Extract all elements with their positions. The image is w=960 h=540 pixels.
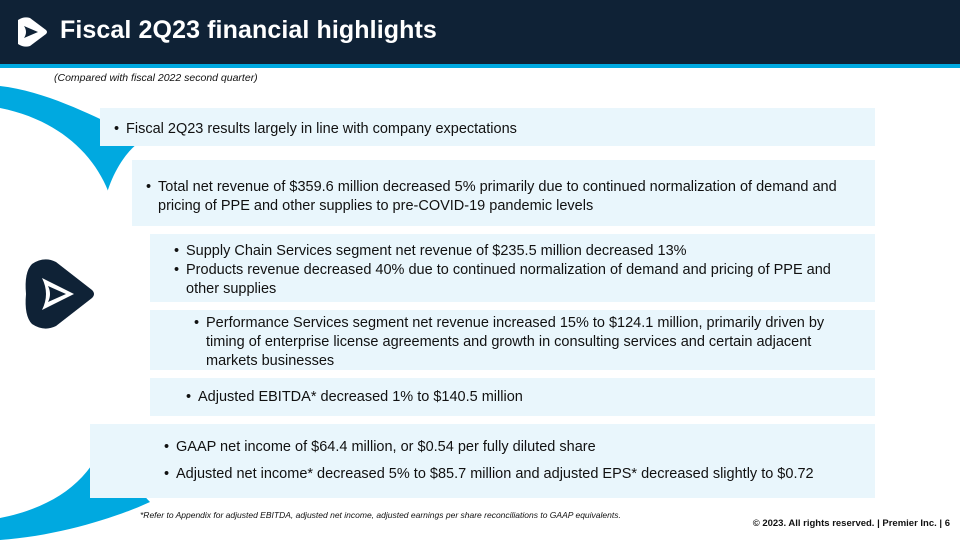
- premier-logo-large-icon: [25, 259, 95, 329]
- header-accent-line: [0, 64, 960, 68]
- highlight-box-6: GAAP net income of $64.4 million, or $0.…: [90, 424, 875, 498]
- page-title: Fiscal 2Q23 financial highlights: [60, 16, 437, 44]
- bullet-item: Products revenue decreased 40% due to co…: [174, 261, 854, 299]
- bullet-item: Fiscal 2Q23 results largely in line with…: [114, 120, 864, 139]
- page-subtitle: (Compared with fiscal 2022 second quarte…: [54, 72, 258, 84]
- bullet-item: Total net revenue of $359.6 million decr…: [146, 178, 858, 216]
- bullet-item: GAAP net income of $64.4 million, or $0.…: [164, 438, 869, 457]
- highlight-box-1: Fiscal 2Q23 results largely in line with…: [100, 108, 875, 146]
- bullet-item: Adjusted net income* decreased 5% to $85…: [164, 465, 869, 484]
- header-bar: Fiscal 2Q23 financial highlights: [0, 0, 960, 64]
- copyright-text: © 2023. All rights reserved. | Premier I…: [752, 518, 950, 529]
- premier-logo-icon: [18, 17, 47, 47]
- highlight-box-2: Total net revenue of $359.6 million decr…: [132, 160, 875, 226]
- highlight-box-4: Performance Services segment net revenue…: [150, 310, 875, 370]
- bullet-item: Supply Chain Services segment net revenu…: [174, 242, 854, 261]
- highlight-box-5: Adjusted EBITDA* decreased 1% to $140.5 …: [150, 378, 875, 416]
- bullet-item: Adjusted EBITDA* decreased 1% to $140.5 …: [186, 388, 866, 407]
- highlight-box-3: Supply Chain Services segment net revenu…: [150, 234, 875, 302]
- bullet-item: Performance Services segment net revenue…: [194, 314, 864, 371]
- footnote: *Refer to Appendix for adjusted EBITDA, …: [140, 510, 621, 520]
